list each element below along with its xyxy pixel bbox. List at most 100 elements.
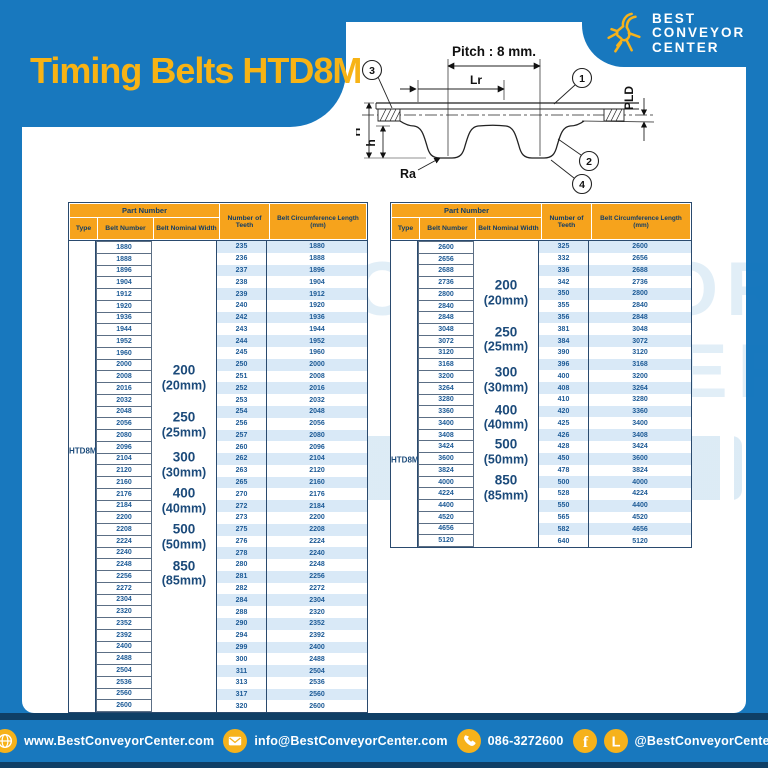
brand-line-conveyor: CONVEYOR	[652, 25, 746, 41]
header-number-of-teeth: Number of Teeth	[542, 204, 591, 239]
length-cell: 1888	[309, 255, 325, 263]
belt-number-cell: 2392	[96, 628, 152, 642]
brand-name: BEST CONVEYOR CENTER	[652, 11, 746, 55]
length-cell: 2176	[309, 490, 325, 498]
teeth-cell: 240	[235, 302, 248, 310]
nominal-width-label: 400 (40mm)	[161, 486, 207, 517]
teeth-cell: 317	[217, 688, 266, 701]
length-cell: 1880	[267, 241, 367, 253]
length-cell: 2840	[632, 302, 648, 310]
teeth-cell: 640	[557, 537, 570, 545]
teeth-cell: 428	[557, 443, 570, 451]
length-cell: 4224	[632, 490, 648, 498]
teeth-cell: 243	[235, 325, 248, 333]
length-cell: 2256	[267, 570, 367, 583]
length-cell: 3360	[589, 405, 691, 418]
length-cell: 2104	[267, 453, 367, 465]
brand-line-best: BEST	[652, 11, 697, 27]
teeth-cell: 281	[217, 570, 266, 583]
teeth-cell: 420	[539, 405, 588, 418]
teeth-cell: 478	[557, 466, 570, 474]
header-number-of-teeth: Number of Teeth	[220, 204, 269, 239]
teeth-cell: 250	[217, 358, 266, 371]
teeth-cell: 381	[557, 325, 570, 333]
line-icon: L	[603, 729, 628, 753]
nominal-width-label: 850 (85mm)	[161, 558, 207, 589]
teeth-cell: 262	[217, 453, 266, 465]
teeth-cell: 320	[235, 702, 248, 710]
teeth-cell: 282	[235, 585, 248, 593]
length-cell: 1952	[267, 335, 367, 348]
column-belt-circumference-length: 2600 2656 2688 2736 2800 2840 2848 3048 3072 3120…	[589, 241, 691, 547]
length-cell: 2224	[309, 537, 325, 545]
teeth-cell: 299	[217, 641, 266, 654]
callout-3: 3	[369, 65, 375, 77]
goat-icon	[607, 12, 641, 52]
length-cell: 3408	[589, 429, 691, 442]
length-cell: 1912	[267, 288, 367, 300]
phone-link[interactable]: 086-3272600	[456, 729, 564, 753]
nominal-width-label: 300 (30mm)	[161, 449, 207, 480]
teeth-cell: 272	[217, 500, 266, 512]
length-cell: 3120	[632, 349, 648, 357]
column-number-of-teeth: 325 332 336 342 350 355 356 381 384 390 396 400 408 4…	[539, 241, 589, 547]
length-cell: 3400	[632, 419, 648, 427]
teeth-cell: 275	[217, 523, 266, 536]
teeth-cell: 276	[235, 537, 248, 545]
column-belt-number: 2600 2656 2688 2736 2800 2840 2848 3048 3072 3120…	[418, 241, 474, 548]
length-cell: 2400	[267, 641, 367, 654]
teeth-cell: 528	[557, 490, 570, 498]
length-cell: 2504	[267, 665, 367, 677]
teeth-cell: 265	[217, 476, 266, 489]
page-title: Timing Belts HTD8M	[30, 50, 362, 91]
belt-number-cell: 5120	[418, 534, 474, 548]
teeth-cell: 400	[557, 372, 570, 380]
svg-text:L: L	[611, 735, 620, 751]
teeth-cell: 251	[235, 372, 248, 380]
column-belt-nominal-width: 200 (20mm) 250 (25mm) 300 (30mm) 400 (40mm) 500(…	[152, 241, 217, 712]
length-cell: 2096	[309, 443, 325, 451]
length-cell: 2080	[267, 429, 367, 442]
length-cell: 4656	[589, 523, 691, 536]
facebook-icon: f	[572, 729, 597, 753]
belt-number-cell: 1896	[96, 264, 152, 278]
header-type: Type	[392, 218, 419, 239]
tooth-height-label: h	[364, 139, 378, 146]
nominal-width-label: 500 (50mm)	[483, 437, 529, 468]
header-part-number: Part Number	[392, 204, 541, 217]
globe-icon	[0, 729, 18, 753]
teeth-cell: 311	[217, 665, 266, 677]
length-cell: 2208	[267, 523, 367, 536]
length-cell: 3600	[589, 452, 691, 465]
teeth-cell: 284	[217, 594, 266, 607]
parts-table-right: Part Number Type Belt Number Belt Nomina…	[390, 202, 692, 548]
length-cell: 2008	[309, 372, 325, 380]
length-cell: 1920	[309, 302, 325, 310]
website-link[interactable]: www.BestConveyorCenter.com	[0, 729, 214, 753]
type-value: HTD8M	[391, 455, 419, 465]
length-cell: 2352	[267, 618, 367, 630]
teeth-cell: 273	[235, 514, 248, 522]
teeth-cell: 325	[539, 241, 588, 253]
length-cell: 2248	[309, 561, 325, 569]
teeth-cell: 235	[217, 241, 266, 253]
teeth-cell: 426	[539, 429, 588, 442]
teeth-cell: 256	[235, 420, 248, 428]
teeth-cell: 237	[217, 264, 266, 277]
mail-icon	[223, 729, 248, 753]
teeth-cell: 239	[217, 288, 266, 300]
teeth-cell: 355	[557, 302, 570, 310]
email-link[interactable]: info@BestConveyorCenter.com	[223, 729, 447, 753]
social-links[interactable]: f L @BestConveyorCenter	[572, 729, 768, 753]
length-cell: 2736	[632, 278, 648, 286]
length-cell: 2184	[267, 500, 367, 512]
table-header: Part Number Type Belt Number Belt Nomina…	[69, 203, 367, 240]
table-header: Part Number Type Belt Number Belt Nomina…	[391, 203, 691, 240]
pld-dimension-label: PLD	[622, 86, 636, 110]
type-value: HTD8M	[69, 446, 97, 456]
column-belt-number: 1880 1888 1896 1904 1912 1920 1936 1944 1952 1960…	[96, 241, 152, 712]
column-belt-circumference-length: 1880 1888 1896 1904 1912 1920 1936 1944 1952 1960…	[267, 241, 367, 712]
length-cell: 3168	[589, 358, 691, 371]
nominal-width-label: 850 (85mm)	[483, 472, 529, 503]
length-cell: 3824	[632, 466, 648, 474]
